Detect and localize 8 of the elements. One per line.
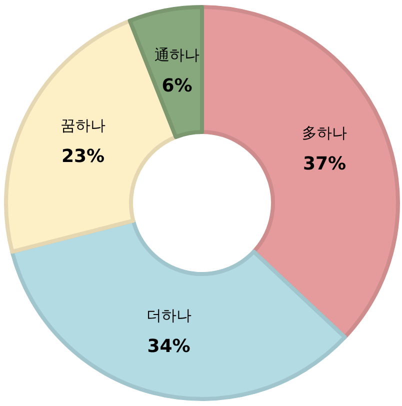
data-label: 23%: [62, 146, 105, 167]
data-label: 34%: [147, 336, 190, 357]
slice-label: 多하나: [302, 124, 348, 142]
slice-label: 通하나: [154, 46, 200, 64]
data-label: 37%: [302, 153, 346, 174]
slice-label: 더하나: [146, 306, 192, 324]
slice-label: 꿈하나: [60, 116, 106, 134]
data-label: 6%: [162, 75, 192, 96]
